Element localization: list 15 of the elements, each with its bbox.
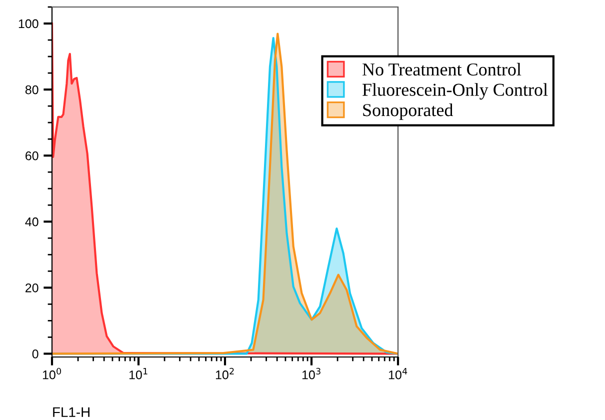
y-tick-label: 100 — [18, 19, 38, 28]
legend-label: No Treatment Control — [362, 62, 522, 76]
legend-label: Sonoporated — [363, 103, 454, 120]
x-axis-title: FL1-H — [53, 407, 90, 417]
y-tick-label: 80 — [25, 85, 38, 94]
y-tick-label: 0 — [32, 350, 38, 358]
x-tick-label: 10$^{0}$ — [42, 368, 62, 380]
x-tick-label: 10$^{2}$ — [216, 368, 234, 380]
x-tick-label: 10$^{4}$ — [388, 368, 408, 380]
y-tick-label: 60 — [26, 151, 38, 160]
x-tick-label: 10$^{3}$ — [302, 368, 320, 380]
y-tick-label: 40 — [25, 217, 38, 226]
y-tick-label: 20 — [26, 283, 38, 292]
x-tick-label: 10$^{1}$ — [129, 368, 148, 380]
legend-label: Fluorescein-Only Control — [362, 83, 548, 100]
